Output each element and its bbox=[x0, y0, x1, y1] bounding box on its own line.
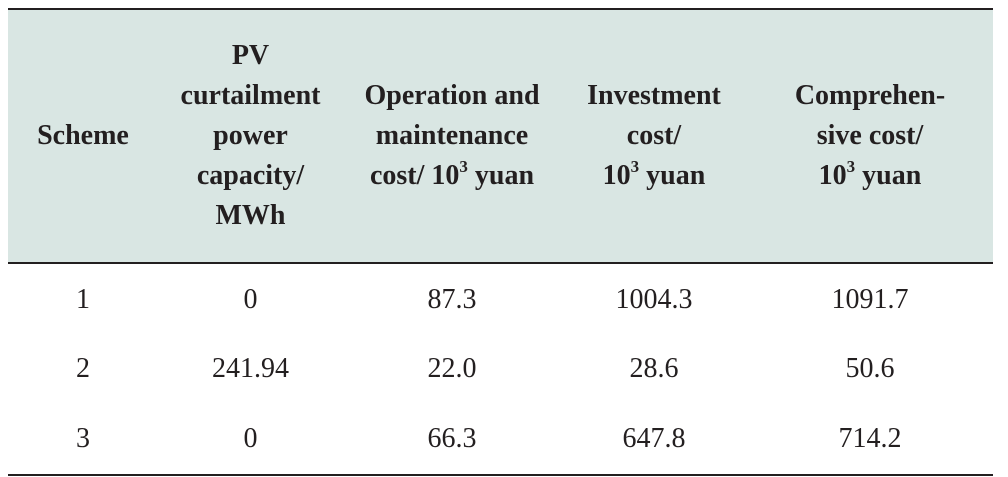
header-pv-line-5: MWh bbox=[215, 200, 286, 231]
header-comprehensive-cost: Comprehen- sive cost/ 103 yuan bbox=[747, 8, 993, 264]
header-inv-unit-exp: 3 bbox=[630, 156, 640, 176]
header-inv-unit-post: yuan bbox=[639, 160, 706, 191]
header-om-line-1: Operation and bbox=[364, 80, 540, 111]
cell-om-cost: 22.0 bbox=[427, 353, 477, 384]
cell-comprehensive-cost: 1091.7 bbox=[831, 283, 909, 315]
header-inv-line-2: cost/ bbox=[626, 120, 682, 151]
table-header: Scheme PV curtailment power capacity/ MW… bbox=[8, 8, 993, 264]
header-inv-unit-pre: 10 bbox=[602, 160, 631, 191]
header-comp-line-2: sive cost/ bbox=[816, 120, 924, 151]
header-comp-unit-pre: 10 bbox=[818, 160, 847, 191]
header-scheme-text: Scheme bbox=[37, 120, 129, 151]
table-body: 1 0 87.3 1004.3 1091.7 2 241.94 22.0 28.… bbox=[8, 263, 993, 476]
cost-comparison-table: Scheme PV curtailment power capacity/ MW… bbox=[8, 8, 993, 476]
cell-scheme: 2 bbox=[76, 353, 90, 384]
header-comp-unit-exp: 3 bbox=[846, 156, 856, 176]
cell-investment-cost: 1004.3 bbox=[615, 283, 693, 315]
header-pv-line-1: PV bbox=[231, 40, 270, 71]
header-om-cost: Operation and maintenance cost/ 103 yuan bbox=[343, 8, 561, 264]
header-inv-line-1: Investment bbox=[587, 80, 721, 111]
header-comp-line-3: 103 yuan bbox=[751, 156, 989, 196]
cell-pv-curtailment: 0 bbox=[243, 283, 258, 315]
header-om-line-2: maintenance bbox=[375, 120, 529, 151]
cell-scheme: 1 bbox=[76, 283, 90, 315]
header-inv-line-3: 103 yuan bbox=[565, 156, 743, 196]
table-row: 3 0 66.3 647.8 714.2 bbox=[8, 403, 993, 476]
cell-comprehensive-cost: 50.6 bbox=[845, 353, 895, 384]
table-row: 2 241.94 22.0 28.6 50.6 bbox=[8, 335, 993, 403]
cell-pv-curtailment: 241.94 bbox=[212, 353, 289, 384]
header-scheme: Scheme bbox=[8, 8, 158, 264]
header-pv-line-2: curtailment bbox=[180, 80, 321, 111]
cell-om-cost: 87.3 bbox=[427, 283, 477, 315]
table-row: 1 0 87.3 1004.3 1091.7 bbox=[8, 263, 993, 335]
header-om-unit-post: yuan bbox=[467, 160, 535, 191]
header-pv-line-3: power bbox=[213, 120, 288, 151]
cell-investment-cost: 647.8 bbox=[561, 403, 747, 476]
header-om-line-3: cost/ 103 yuan bbox=[347, 156, 557, 196]
cell-investment-cost: 28.6 bbox=[629, 353, 679, 384]
header-pv-line-4: capacity/ bbox=[196, 160, 305, 191]
cell-comprehensive-cost: 714.2 bbox=[747, 403, 993, 476]
header-comp-line-1: Comprehen- bbox=[794, 80, 946, 111]
header-comp-unit-post: yuan bbox=[855, 160, 922, 191]
header-investment-cost: Investment cost/ 103 yuan bbox=[561, 8, 747, 264]
header-om-unit-pre: cost/ 10 bbox=[369, 160, 460, 191]
cell-pv-curtailment: 0 bbox=[158, 403, 343, 476]
header-row: Scheme PV curtailment power capacity/ MW… bbox=[8, 8, 993, 264]
header-om-unit-exp: 3 bbox=[459, 156, 468, 176]
cell-scheme: 3 bbox=[8, 403, 158, 476]
cell-om-cost: 66.3 bbox=[343, 403, 561, 476]
header-pv-curtailment: PV curtailment power capacity/ MWh bbox=[158, 8, 343, 264]
